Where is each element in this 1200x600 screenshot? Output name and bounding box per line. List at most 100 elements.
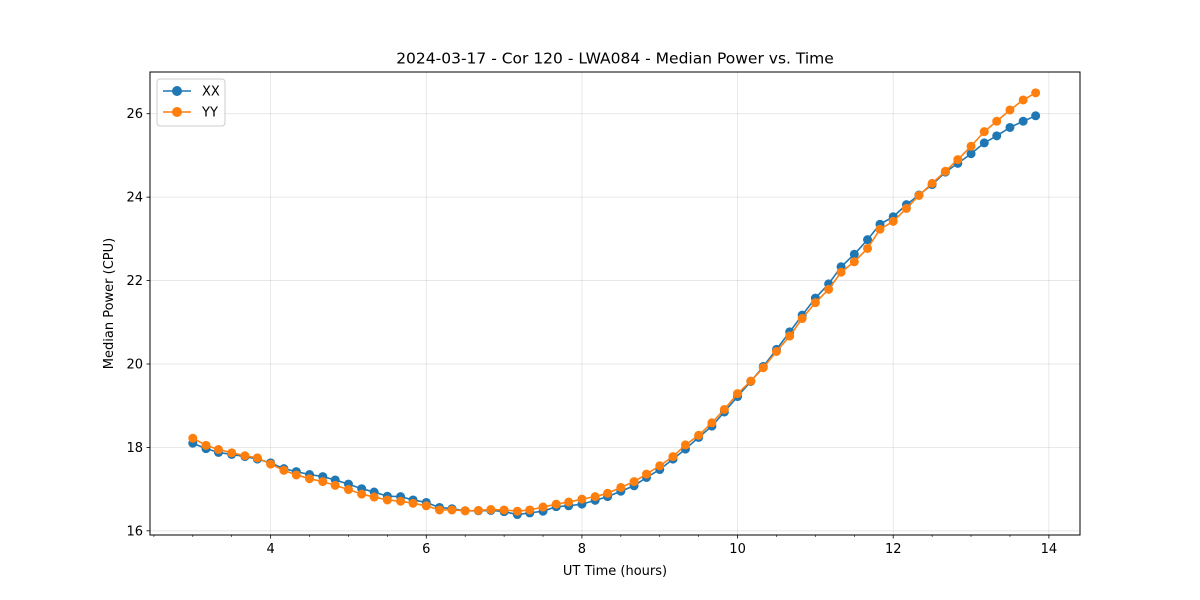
data-point-yy <box>953 155 963 165</box>
data-point-yy <box>473 505 483 515</box>
y-tick-label: 26 <box>126 107 143 122</box>
data-point-yy <box>435 505 445 515</box>
x-tick-label: 4 <box>266 542 274 557</box>
series-layer <box>188 88 1041 520</box>
data-point-yy <box>343 485 353 495</box>
data-point-xx <box>1031 111 1041 121</box>
data-point-yy <box>512 506 522 516</box>
data-point-yy <box>590 492 600 502</box>
data-point-yy <box>785 331 795 341</box>
y-tick-label: 22 <box>126 274 143 289</box>
x-tick-label: 12 <box>885 542 902 557</box>
data-point-yy <box>279 465 289 475</box>
data-point-xx <box>849 249 859 259</box>
data-point-yy <box>940 166 950 176</box>
data-point-yy <box>330 480 340 490</box>
data-point-yy <box>382 495 392 505</box>
data-point-yy <box>213 444 223 454</box>
data-point-yy <box>733 389 743 399</box>
data-point-yy <box>318 477 328 487</box>
data-point-yy <box>966 141 976 151</box>
data-point-xx <box>1005 122 1015 132</box>
x-tick-label: 14 <box>1041 542 1058 557</box>
data-point-yy <box>888 216 898 226</box>
data-point-yy <box>227 448 237 458</box>
axis-ticks: 4 6 8 10 12 14 16 18 20 22 24 26 <box>126 107 1057 557</box>
data-point-yy <box>746 376 756 386</box>
data-point-yy <box>499 505 509 515</box>
plot-frame <box>149 71 1081 536</box>
data-point-yy <box>421 501 431 511</box>
data-point-yy <box>603 488 613 498</box>
data-point-yy <box>668 452 678 462</box>
legend: XX YY <box>156 78 226 127</box>
legend-marker-xx <box>172 86 182 96</box>
data-point-yy <box>551 499 561 509</box>
data-point-yy <box>447 505 457 515</box>
data-point-yy <box>694 430 704 440</box>
data-point-yy <box>1005 105 1015 115</box>
x-tick-label: 8 <box>578 542 586 557</box>
x-axis-label: UT Time (hours) <box>563 564 667 579</box>
data-point-yy <box>901 203 911 213</box>
data-point-yy <box>396 496 406 506</box>
data-point-yy <box>836 267 846 277</box>
data-point-xx <box>979 138 989 148</box>
data-point-yy <box>616 482 626 492</box>
grid-lines <box>150 72 1080 535</box>
data-point-yy <box>655 461 665 471</box>
data-point-yy <box>525 505 535 515</box>
data-point-xx <box>1018 116 1028 126</box>
y-tick-label: 24 <box>126 191 143 206</box>
data-point-yy <box>357 489 367 499</box>
data-point-yy <box>863 243 873 253</box>
data-point-yy <box>369 492 379 502</box>
data-point-xx <box>992 131 1002 141</box>
data-point-yy <box>629 477 639 487</box>
x-tick-label: 6 <box>422 542 430 557</box>
data-point-yy <box>408 498 418 508</box>
data-point-yy <box>758 363 768 373</box>
x-tick-label: 10 <box>729 542 746 557</box>
y-tick-label: 16 <box>126 524 143 539</box>
data-point-yy <box>266 459 276 469</box>
data-point-yy <box>707 418 717 428</box>
data-point-yy <box>291 470 301 480</box>
data-point-yy <box>252 453 262 463</box>
chart-title: 2024-03-17 - Cor 120 - LWA084 - Median P… <box>396 50 834 68</box>
data-point-yy <box>771 346 781 356</box>
data-point-yy <box>1031 88 1041 98</box>
data-point-yy <box>460 506 470 516</box>
legend-marker-yy <box>172 107 182 117</box>
data-point-yy <box>992 116 1002 126</box>
data-point-xx <box>863 235 873 245</box>
data-point-yy <box>642 469 652 479</box>
data-point-yy <box>979 127 989 137</box>
data-point-yy <box>564 497 574 507</box>
data-point-yy <box>240 451 250 461</box>
data-point-yy <box>201 440 211 450</box>
y-tick-label: 18 <box>126 441 143 456</box>
data-point-yy <box>810 298 820 308</box>
data-point-yy <box>188 433 198 443</box>
data-point-yy <box>719 404 729 414</box>
data-point-yy <box>1018 95 1028 105</box>
data-point-yy <box>875 224 885 234</box>
data-point-yy <box>305 474 315 484</box>
data-point-yy <box>680 440 690 450</box>
data-point-yy <box>914 190 924 200</box>
legend-label-yy: YY <box>201 106 218 121</box>
y-tick-label: 20 <box>126 357 143 372</box>
data-point-yy <box>849 257 859 267</box>
data-point-yy <box>486 505 496 515</box>
data-point-yy <box>824 284 834 294</box>
data-point-yy <box>577 494 587 504</box>
y-axis-label: Median Power (CPU) <box>102 238 117 369</box>
data-point-xx <box>966 149 976 159</box>
data-point-yy <box>927 178 937 188</box>
data-point-yy <box>797 314 807 324</box>
legend-label-xx: XX <box>202 85 220 100</box>
data-point-yy <box>538 502 548 512</box>
